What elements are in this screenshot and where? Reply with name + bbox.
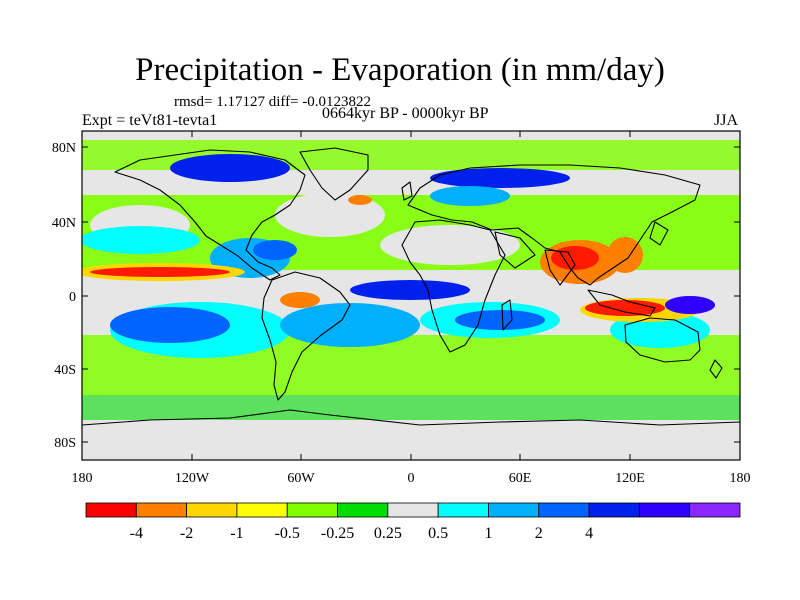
field-south-asia-red xyxy=(551,246,599,270)
season-label: JJA xyxy=(714,112,739,129)
coast-north-america xyxy=(114,149,306,281)
coast-africa xyxy=(401,219,506,353)
colorbar-label: 4 xyxy=(585,525,593,542)
coastline-layer xyxy=(82,147,740,426)
colorbar-box xyxy=(85,502,137,518)
colorbar-boxes xyxy=(85,502,741,518)
lon-label-180e: 180 xyxy=(730,471,751,486)
field-canada-blue xyxy=(170,154,290,182)
lat-label-40n: 40N xyxy=(52,216,76,231)
field-layer xyxy=(82,131,740,460)
colorbar-box xyxy=(437,502,489,518)
colorbar-label: -2 xyxy=(180,525,193,542)
coast-british-isles xyxy=(401,181,413,201)
colorbar-box xyxy=(588,502,640,518)
coast-greenland xyxy=(299,147,369,201)
field-south-pacific-blue xyxy=(110,307,230,343)
colorbar-box xyxy=(337,502,389,518)
field-atlantic-orange xyxy=(348,195,372,205)
field-south-atlantic-sky xyxy=(280,303,420,347)
coast-eurasia xyxy=(407,164,701,286)
lon-label-120w: 120W xyxy=(175,471,210,486)
field-pacific-itcz-red xyxy=(90,267,230,277)
field-caribbean-blue xyxy=(253,240,297,260)
coast-antarctica xyxy=(82,409,740,426)
colorbar-label: 2 xyxy=(535,525,543,542)
colorbar-label: -0.5 xyxy=(275,525,300,542)
coast-south-america xyxy=(261,271,351,401)
colorbar-box xyxy=(236,502,288,518)
coast-arabia xyxy=(494,231,536,269)
colorbar-label: 1 xyxy=(484,525,492,542)
lon-label-120e: 120E xyxy=(615,471,645,486)
field-siberia-blue xyxy=(430,168,570,188)
experiment-label: Expt = teVt81-tevta1 xyxy=(82,112,218,129)
colorbar-box xyxy=(538,502,590,518)
colorbar-label: -1 xyxy=(230,525,243,542)
colorbar-box xyxy=(638,502,691,518)
period-text: 0664kyr BP - 0000kyr BP xyxy=(322,105,489,122)
colorbar-label: -4 xyxy=(130,525,143,542)
lat-label-0: 0 xyxy=(69,290,76,305)
lon-label-60e: 60E xyxy=(509,471,532,486)
coast-new-zealand xyxy=(709,359,723,379)
colorbar-labels: -4 -2 -1 -0.5 -0.25 0.25 0.5 1 2 4 xyxy=(130,525,593,542)
coast-australia xyxy=(624,317,701,363)
colorbar-label: -0.25 xyxy=(321,525,354,542)
coast-india xyxy=(544,249,576,286)
colorbar-label: 0.5 xyxy=(428,525,448,542)
lat-labels: 80N 40N 0 40S 80S xyxy=(52,141,76,451)
coast-japan xyxy=(649,221,669,246)
field-west-pacific-violet xyxy=(665,296,715,314)
stats-text: rmsd= 1.17127 diff= -0.0123822 xyxy=(174,94,372,110)
field-east-asia-orange xyxy=(607,237,643,273)
colorbar-box xyxy=(186,502,238,518)
axis-ticks xyxy=(81,131,741,460)
lon-label-0: 0 xyxy=(408,471,415,486)
lon-labels: 180 120W 60W 0 60E 120E 180 xyxy=(72,471,751,486)
colorbar-box xyxy=(135,502,188,518)
chart-title: Precipitation - Evaporation (in mm/day) xyxy=(135,52,665,88)
lat-label-80n: 80N xyxy=(52,141,76,156)
lon-label-180w: 180 xyxy=(72,471,93,486)
field-north-pacific-cyan xyxy=(82,226,200,254)
colorbar-box xyxy=(689,502,741,518)
lat-label-40s: 40S xyxy=(54,363,76,378)
field-equatorial-atlantic-blue xyxy=(350,280,470,300)
coast-borneo-sumatra xyxy=(587,289,656,317)
field-maritime-continent-red xyxy=(585,300,665,316)
colorbar-box xyxy=(387,502,439,518)
lon-label-60w: 60W xyxy=(287,471,315,486)
lat-label-80s: 80S xyxy=(54,436,76,451)
field-eurasia-sky xyxy=(430,186,510,206)
field-band-southern-ocean xyxy=(82,395,740,420)
field-amazon-orange xyxy=(280,292,320,308)
field-sahara-neutral xyxy=(380,225,520,265)
colorbar-label: 0.25 xyxy=(374,525,402,542)
field-south-indian-blue xyxy=(455,310,545,330)
coast-madagascar xyxy=(501,299,513,331)
colorbar-box xyxy=(286,502,338,518)
colorbar-box xyxy=(488,502,540,518)
colorbar: -4 -2 -1 -0.5 -0.25 0.25 0.5 1 2 4 xyxy=(85,502,741,542)
